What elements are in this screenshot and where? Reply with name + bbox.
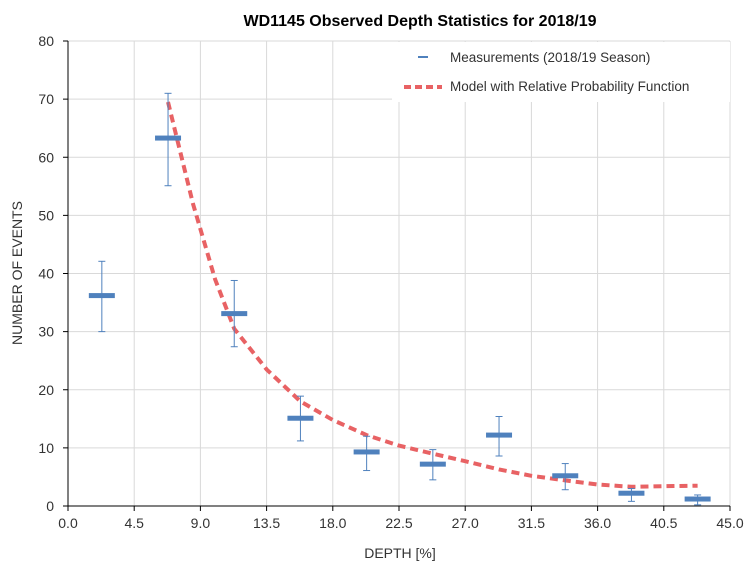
model-curve [166,101,698,489]
x-tick-label: 4.5 [124,515,144,531]
measurement-point [155,92,182,187]
x-tick-label: 31.5 [518,515,545,531]
chart-title: WD1145 Observed Depth Statistics for 201… [243,13,596,30]
x-tick-label: 40.5 [650,515,677,531]
x-tick-labels: 0.0 4.5 9.0 13.5 18.0 22.5 27.0 31.5 36.0 40.5 45.… [58,515,744,531]
measurement-point [618,488,645,502]
measurement-point [88,260,115,333]
legend: Measurements (2018/19 Season) Model with… [392,42,730,102]
measurement-point [684,494,711,506]
x-tick-label: 13.5 [253,515,280,531]
y-tick-labels: 0 10 20 30 40 50 60 70 80 [38,33,54,514]
gridlines [68,40,731,506]
measurement-marker [353,449,380,455]
legend-measurements-label: Measurements (2018/19 Season) [450,50,650,65]
y-tick-label: 10 [38,440,54,456]
measurement-marker [684,496,711,502]
measurement-marker [419,461,446,467]
axes [63,40,731,511]
y-tick-label: 70 [38,91,54,107]
measurement-marker [287,415,314,421]
x-axis-label: DEPTH [%] [364,545,436,561]
x-tick-label: 22.5 [385,515,412,531]
measurement-point [552,463,579,491]
y-tick-label: 60 [38,149,54,165]
model-series [166,101,698,489]
x-tick-label: 18.0 [319,515,346,531]
x-tick-label: 45.0 [716,515,743,531]
measurement-point [486,415,513,457]
y-tick-label: 20 [38,382,54,398]
y-tick-label: 80 [38,33,54,49]
x-tick-label: 27.0 [452,515,479,531]
measurement-marker [155,135,182,141]
measurement-marker [221,311,248,317]
y-tick-label: 40 [38,266,54,282]
measurement-marker [486,432,513,438]
y-tick-label: 0 [46,498,54,514]
y-tick-label: 30 [38,324,54,340]
y-tick-label: 50 [38,207,54,223]
measurement-marker [552,473,579,479]
x-tick-label: 0.0 [58,515,78,531]
x-tick-label: 9.0 [191,515,211,531]
measurement-marker [618,490,645,496]
measurement-point [221,279,248,348]
measurement-point [287,395,314,442]
measurement-point [419,449,446,481]
legend-model-label: Model with Relative Probability Function [450,79,689,94]
measurement-marker [88,293,115,299]
measurement-series [88,92,711,506]
measurement-point [353,435,380,472]
y-axis-label: NUMBER OF EVENTS [9,201,25,345]
legend-background [392,42,730,102]
x-tick-label: 36.0 [584,515,611,531]
